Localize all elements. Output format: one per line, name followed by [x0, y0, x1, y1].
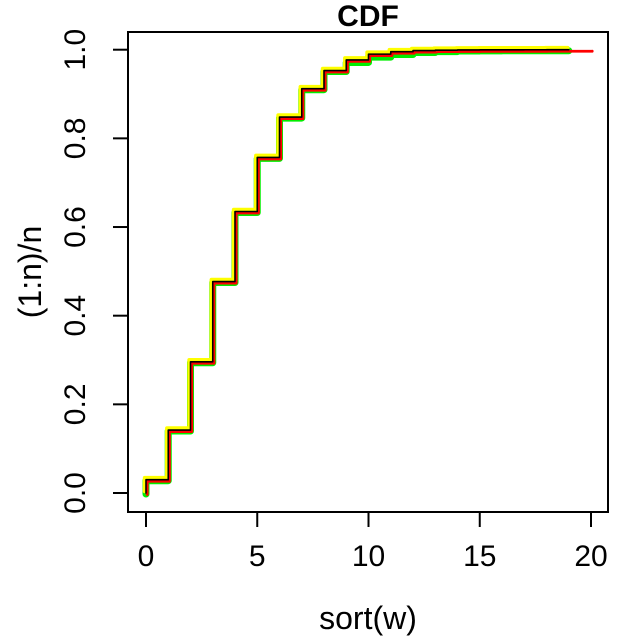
chart-title: CDF [337, 0, 399, 33]
x-tick-label: 15 [463, 540, 496, 573]
series-ecdf-green-line [142, 47, 573, 498]
y-tick-label: 0.0 [59, 472, 92, 514]
x-tick-label: 10 [352, 540, 385, 573]
series-ecdf-yellow-line [142, 45, 570, 494]
x-tick-label: 20 [574, 540, 607, 573]
series-ecdf-black-line [145, 48, 570, 494]
y-tick-label: 0.2 [59, 383, 92, 425]
y-axis-title: (1:n)/n [12, 226, 48, 318]
plot-box [127, 31, 609, 513]
data-series [142, 45, 594, 498]
series-ecdf-red-line [145, 49, 594, 496]
x-tick-label: 0 [138, 540, 155, 573]
x-axis-title: sort(w) [319, 600, 417, 636]
y-tick-label: 1.0 [59, 29, 92, 71]
axes: 0 5 10 15 20 0.0 0.2 0.4 0.6 0.8 1.0 [59, 29, 609, 573]
y-tick-label: 0.8 [59, 118, 92, 160]
x-tick-label: 5 [249, 540, 266, 573]
y-tick-label: 0.6 [59, 206, 92, 248]
y-tick-label: 0.4 [59, 295, 92, 337]
